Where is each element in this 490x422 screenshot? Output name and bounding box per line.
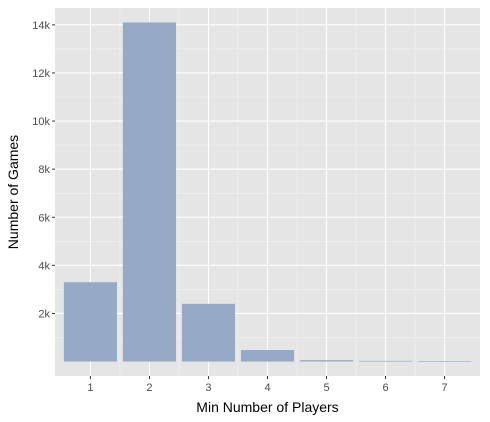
x-tick-label: 5 <box>323 382 329 394</box>
bar-5 <box>299 360 354 362</box>
y-tick-label: 6k <box>38 212 50 224</box>
bar-7 <box>418 361 472 362</box>
y-tick-label: 4k <box>38 260 50 272</box>
x-tick-label: 6 <box>382 382 388 394</box>
x-tick-label: 3 <box>205 382 211 394</box>
y-tick-label: 2k <box>38 308 50 320</box>
bar-2 <box>122 22 177 362</box>
y-axis-title: Number of Games <box>5 135 21 249</box>
bar-6 <box>358 360 413 362</box>
x-tick-label: 4 <box>264 382 270 394</box>
y-tick-label: 12k <box>32 68 50 80</box>
x-tick-label: 2 <box>146 382 152 394</box>
x-axis-title: Min Number of Players <box>196 399 338 415</box>
bar-4 <box>240 350 295 362</box>
bar-3 <box>181 303 236 362</box>
x-tick-label: 7 <box>442 382 448 394</box>
bars <box>63 22 472 362</box>
y-axis: 2k 4k 6k 8k 10k 12k 14k <box>32 20 55 320</box>
y-tick-label: 14k <box>32 20 50 32</box>
y-tick-label: 8k <box>38 164 50 176</box>
bar-1 <box>63 282 117 362</box>
x-tick-label: 1 <box>87 382 93 394</box>
x-axis: 1 2 3 4 5 6 7 <box>87 376 448 394</box>
y-tick-label: 10k <box>32 116 50 128</box>
